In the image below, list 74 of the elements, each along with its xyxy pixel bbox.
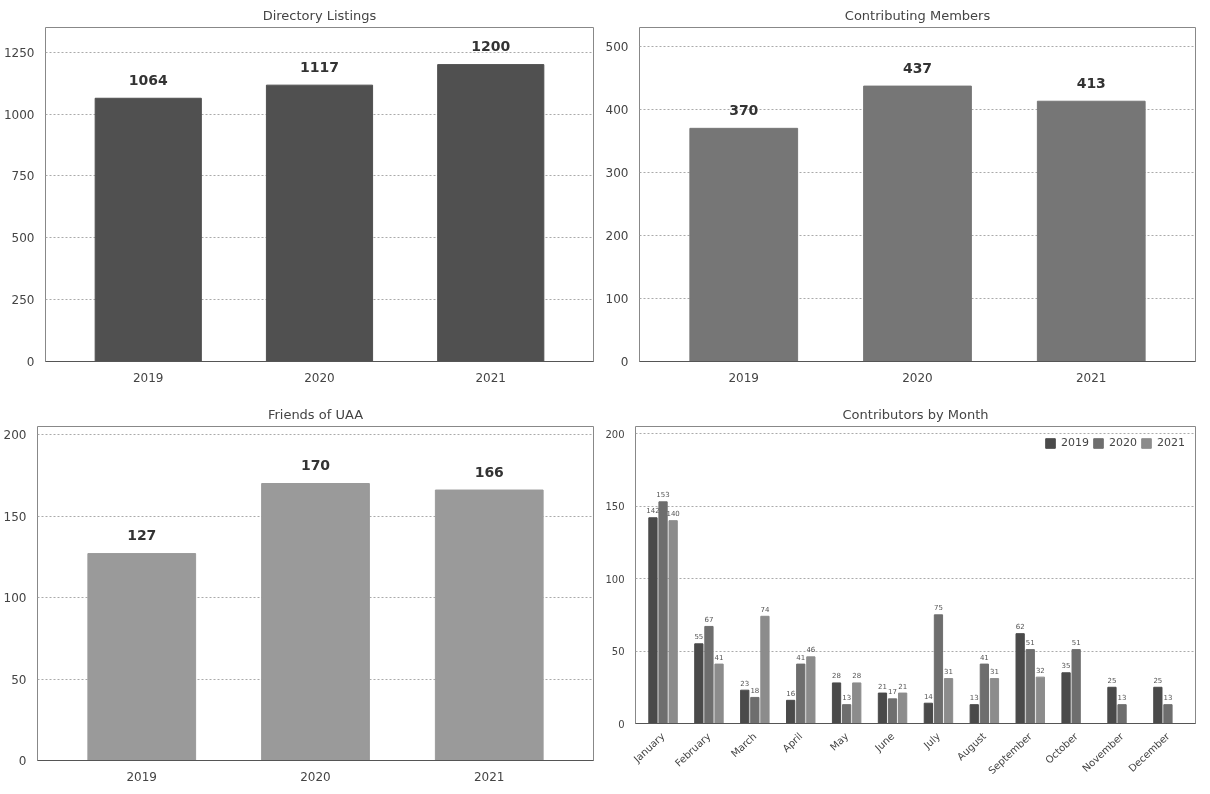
bar — [1025, 649, 1035, 724]
bar — [658, 501, 668, 724]
y-tick-label: 1000 — [3, 107, 35, 122]
bar — [87, 553, 197, 761]
y-tick-label: 100 — [605, 573, 625, 585]
bar — [933, 614, 944, 724]
chart-title: Contributors by Month — [842, 406, 989, 422]
legend-label: 2021 — [1157, 436, 1185, 449]
x-tick-label: 2021 — [475, 370, 507, 385]
bar — [989, 678, 1000, 724]
y-tick-label: 750 — [11, 169, 35, 184]
y-tick-label: 400 — [605, 102, 629, 117]
chart-title: Directory Listings — [262, 7, 377, 23]
y-tick-label: 50 — [611, 646, 625, 658]
bar — [943, 678, 954, 724]
y-tick-label: 100 — [3, 591, 27, 606]
y-tick-label: 0 — [618, 718, 625, 730]
bar — [863, 85, 972, 362]
y-tick-label: 100 — [605, 291, 629, 306]
bar — [796, 663, 806, 724]
bar — [668, 520, 678, 724]
x-tick-label: 2020 — [300, 769, 331, 784]
data-label: 127 — [127, 527, 157, 544]
y-tick-label: 0 — [620, 355, 629, 369]
bar — [704, 625, 714, 724]
data-label: 166 — [474, 463, 504, 480]
chart-title: Contributing Members — [844, 7, 991, 23]
legend-label: 2020 — [1109, 436, 1137, 449]
bar — [434, 489, 544, 761]
bar — [898, 692, 908, 724]
x-tick-label: 2021 — [473, 769, 505, 784]
bar — [714, 663, 724, 724]
bar — [842, 704, 852, 724]
y-tick-label: 50 — [11, 672, 27, 687]
x-tick-label: 2019 — [126, 769, 158, 784]
bar — [261, 483, 370, 761]
x-tick-label: 2020 — [902, 370, 933, 385]
y-tick-label: 250 — [11, 293, 35, 308]
chart-title: Friends of UAA — [267, 406, 364, 422]
y-tick-label: 150 — [3, 509, 27, 524]
bar — [1035, 676, 1045, 724]
bar — [1036, 100, 1146, 362]
bar — [760, 615, 770, 724]
y-tick-label: 300 — [605, 165, 629, 180]
bar — [1071, 649, 1081, 724]
data-label: 1200 — [471, 38, 511, 55]
data-label: 1117 — [300, 58, 339, 75]
y-tick-label: 150 — [605, 501, 625, 513]
x-tick-label: 2019 — [132, 370, 164, 385]
bar — [1117, 704, 1127, 724]
y-tick-label: 200 — [605, 228, 629, 243]
bar — [979, 663, 989, 724]
data-label: 370 — [729, 101, 759, 118]
bar — [887, 698, 898, 724]
y-tick-label: 500 — [605, 39, 629, 54]
data-label: 170 — [300, 457, 331, 474]
bar — [806, 656, 816, 724]
data-label: 1064 — [128, 71, 168, 88]
y-tick-label: 200 — [3, 428, 27, 443]
bar — [852, 682, 862, 724]
bar — [750, 696, 760, 724]
y-tick-label: 200 — [605, 428, 625, 440]
x-tick-label: 2021 — [1075, 370, 1107, 385]
data-label: 437 — [902, 59, 933, 76]
y-tick-label: 500 — [11, 231, 35, 246]
y-tick-label: 1250 — [3, 45, 35, 60]
x-tick-label: 2020 — [304, 370, 335, 385]
legend-label: 2019 — [1061, 436, 1089, 449]
bar — [689, 127, 799, 362]
bar — [1163, 704, 1173, 724]
data-label: 413 — [1076, 74, 1106, 91]
x-tick-label: 2019 — [728, 370, 760, 385]
y-tick-label: 0 — [18, 754, 27, 768]
y-tick-label: 0 — [26, 355, 35, 369]
